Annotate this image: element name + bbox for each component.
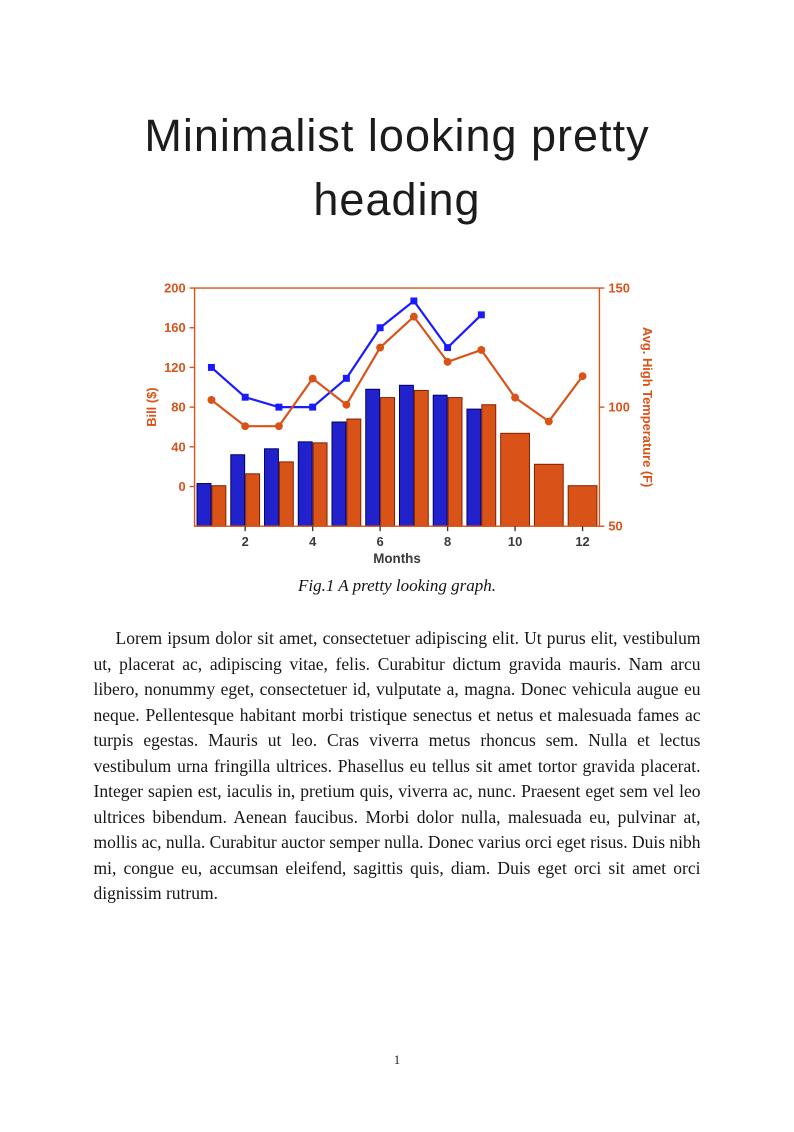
svg-text:200: 200 — [164, 281, 186, 296]
body-paragraph: Lorem ipsum dolor sit amet, consectetuer… — [93, 628, 701, 903]
svg-text:10: 10 — [508, 534, 522, 549]
svg-text:6: 6 — [377, 534, 384, 549]
svg-text:Avg. High Temperature (F): Avg. High Temperature (F) — [640, 327, 655, 487]
svg-text:4: 4 — [309, 534, 317, 549]
svg-text:120: 120 — [164, 360, 186, 375]
svg-text:40: 40 — [171, 439, 185, 454]
svg-text:160: 160 — [164, 320, 186, 335]
figure-caption: Fig.1 A pretty looking graph. — [297, 576, 496, 595]
document-page: Minimalist looking pretty heading 0 40 80 1… — [0, 104, 794, 1132]
svg-text:12: 12 — [575, 534, 589, 549]
page-title-line1: Minimalist looking pretty — [144, 110, 650, 161]
svg-text:80: 80 — [171, 400, 185, 415]
svg-text:Bill ($): Bill ($) — [144, 387, 159, 426]
svg-text:150: 150 — [608, 281, 630, 296]
svg-text:8: 8 — [444, 534, 451, 549]
page-title-line2: heading — [313, 174, 481, 225]
svg-text:Months: Months — [373, 551, 421, 566]
bill-temperature-chart: 0 40 80 120 160 200 50 100 150 2 4 6 8 10 12 Months Bill… — [144, 281, 655, 566]
svg-text:2: 2 — [242, 534, 249, 549]
svg-text:50: 50 — [608, 519, 622, 534]
page-title: Minimalist looking pretty heading — [0, 104, 794, 232]
svg-text:0: 0 — [178, 479, 185, 494]
svg-text:100: 100 — [608, 400, 630, 415]
page-number: 1 — [393, 1052, 401, 1067]
figure-1: 0 40 80 120 160 200 50 100 150 2 4 6 8 10 12 Months Bill… — [0, 274, 794, 596]
